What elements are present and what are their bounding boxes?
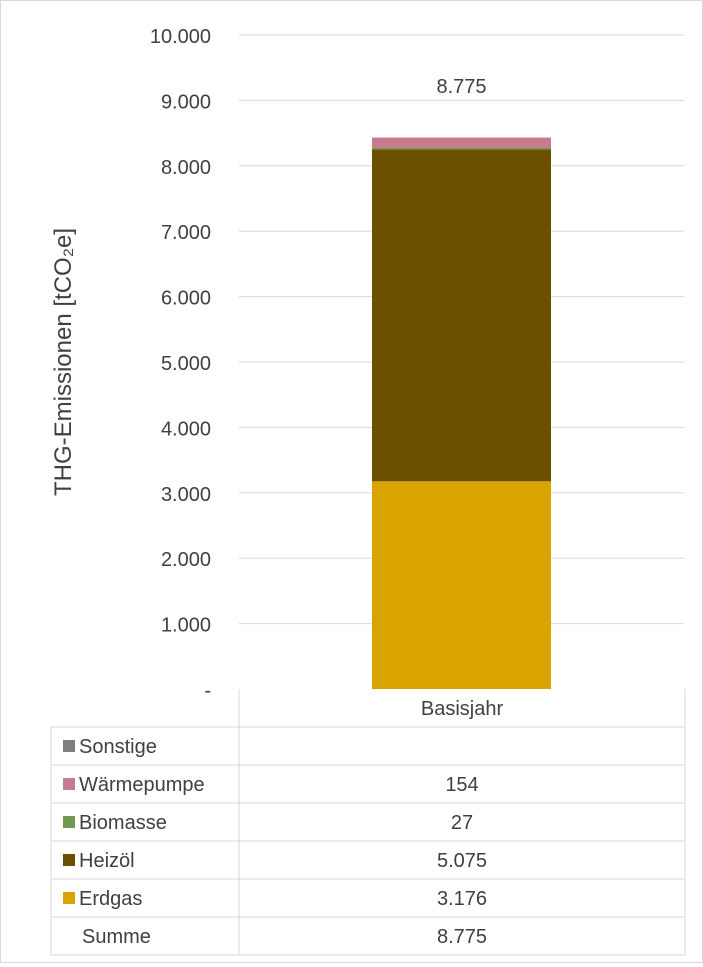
bar-segment-heiz-l (372, 149, 551, 482)
data-label: 5.075 (437, 850, 487, 872)
sum-value: 8.775 (437, 926, 487, 948)
legend-entry: Biomasse (79, 812, 167, 834)
y-tick-label: 10.000 (150, 26, 211, 48)
y-tick-label: 6.000 (161, 288, 211, 310)
category-label: Basisjahr (421, 698, 504, 720)
legend-entry: Summe (82, 926, 151, 948)
y-tick-label: 5.000 (161, 353, 211, 375)
legend-entry: Sonstige (79, 736, 157, 758)
data-label: 27 (451, 812, 473, 834)
bars (372, 137, 551, 689)
y-tick-label: 4.000 (161, 418, 211, 440)
y-tick-label: 9.000 (161, 91, 211, 113)
legend-entry: Erdgas (79, 888, 142, 910)
y-tick-label: 3.000 (161, 484, 211, 506)
y-tick-label: 2.000 (161, 549, 211, 571)
legend-swatch (63, 740, 75, 752)
legend-swatch (63, 892, 75, 904)
total-label: 8.775 (436, 76, 486, 98)
legend-swatch (63, 816, 75, 828)
legend-entry: Heizöl (79, 850, 135, 872)
data-table: Basisjahr Sonstige Wärmepumpe 154 Biomasse 27… (50, 689, 686, 956)
bar-segment-w-rmepumpe (372, 137, 551, 148)
legend-swatch (63, 778, 75, 790)
data-label: 3.176 (437, 888, 487, 910)
data-label: 154 (445, 774, 478, 796)
bar-segment-erdgas (372, 481, 551, 689)
y-tick-label: 7.000 (161, 222, 211, 244)
legend-swatch (63, 854, 75, 866)
bar-segment-biomasse (372, 147, 551, 150)
y-tick-label: 8.000 (161, 157, 211, 179)
y-tick-label: 1.000 (161, 615, 211, 637)
y-tick-label: - (204, 680, 211, 702)
legend-entry: Wärmepumpe (79, 774, 205, 796)
y-axis-title: THG-Emissionen [tCO₂e] (50, 228, 77, 496)
y-axis-ticks: - 1.000 2.000 3.000 4.000 5.000 6.000 7.000 8.00… (150, 26, 211, 702)
